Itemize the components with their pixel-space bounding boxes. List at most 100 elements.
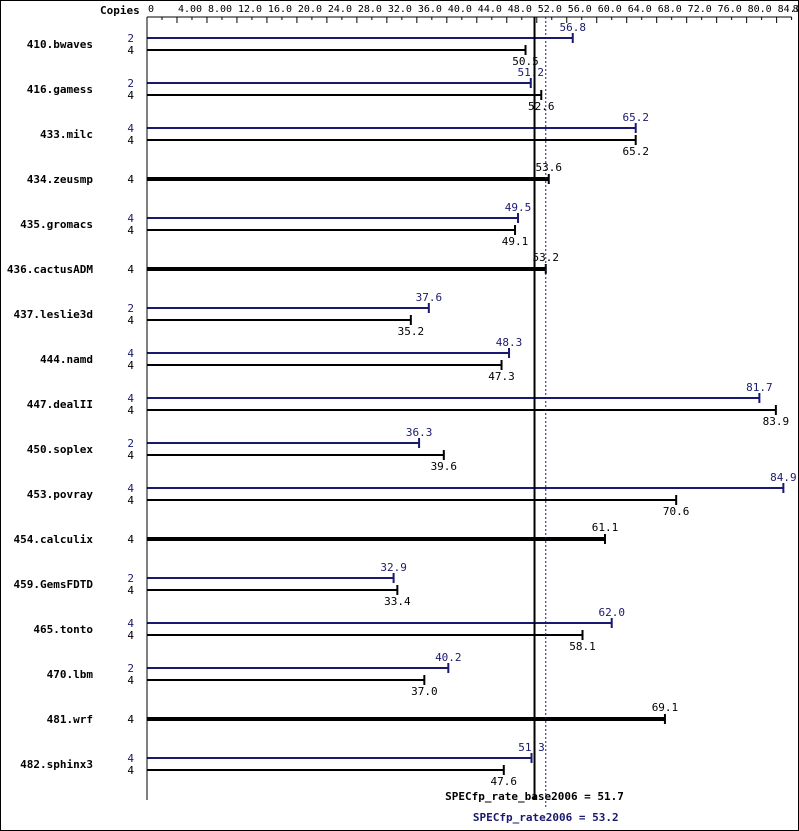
peak-copies: 2 xyxy=(127,77,134,90)
copies-header: Copies xyxy=(100,4,140,17)
x-tick-label: 16.0 xyxy=(268,4,292,15)
benchmark-name: 447.dealII xyxy=(27,398,93,411)
benchmark-name: 437.leslie3d xyxy=(14,308,93,321)
x-tick-label: 8.00 xyxy=(208,4,232,15)
base-copies: 4 xyxy=(127,224,134,237)
base-copies: 4 xyxy=(127,449,134,462)
benchmark-name: 434.zeusmp xyxy=(27,173,94,186)
base-value-label: 83.9 xyxy=(763,415,790,428)
benchmark-name: 416.gamess xyxy=(27,83,93,96)
base-value-label: 47.3 xyxy=(488,370,515,383)
x-tick-label: 68.0 xyxy=(658,4,682,15)
peak-copies: 4 xyxy=(127,392,134,405)
benchmark-name: 435.gromacs xyxy=(20,218,93,231)
base-value-label: 70.6 xyxy=(663,505,690,518)
x-tick-label: 80.0 xyxy=(748,4,772,15)
value-label: 61.1 xyxy=(592,521,619,534)
peak-value-label: 56.8 xyxy=(559,21,586,34)
base-copies: 4 xyxy=(127,359,134,372)
x-tick-label: 84.0 xyxy=(778,4,799,15)
peak-copies: 2 xyxy=(127,662,134,675)
peak-copies: 4 xyxy=(127,122,134,135)
peak-value-label: 81.7 xyxy=(746,381,773,394)
base-value-label: 50.5 xyxy=(512,55,539,68)
peak-value-label: 65.2 xyxy=(622,111,649,124)
benchmark-groups: 410.bwaves 2 56.8 4 50.5 416.gamess 2 51.2 4 52.6… xyxy=(7,21,797,788)
base-value-label: 33.4 xyxy=(384,595,411,608)
copies: 4 xyxy=(127,713,134,726)
value-label: 69.1 xyxy=(652,701,679,714)
base-value-label: 37.0 xyxy=(411,685,438,698)
base-copies: 4 xyxy=(127,89,134,102)
value-label: 53.6 xyxy=(536,161,563,174)
benchmark-name: 482.sphinx3 xyxy=(20,758,93,771)
base-copies: 4 xyxy=(127,764,134,777)
x-tick-label: 20.0 xyxy=(298,4,322,15)
x-tick-label: 12.0 xyxy=(238,4,262,15)
x-tick-label: 52.0 xyxy=(538,4,562,15)
x-tick-label: 32.0 xyxy=(388,4,412,15)
peak-value-label: 84.9 xyxy=(770,471,797,484)
base-value-label: 49.1 xyxy=(502,235,529,248)
peak-copies: 4 xyxy=(127,482,134,495)
peak-value-label: 49.5 xyxy=(505,201,532,214)
peak-value-label: 36.3 xyxy=(406,426,433,439)
benchmark-name: 470.lbm xyxy=(47,668,94,681)
x-tick-label: 86.0 xyxy=(793,4,799,15)
benchmark-name: 436.cactusADM xyxy=(7,263,93,276)
peak-copies: 4 xyxy=(127,752,134,765)
peak-copies: 2 xyxy=(127,32,134,45)
x-tick-label: 0 xyxy=(148,4,154,15)
benchmark-name: 454.calculix xyxy=(14,533,94,546)
peak-copies: 2 xyxy=(127,302,134,315)
benchmark-name: 410.bwaves xyxy=(27,38,93,51)
peak-value-label: 32.9 xyxy=(380,561,407,574)
copies: 4 xyxy=(127,533,134,546)
x-tick-label: 44.0 xyxy=(478,4,502,15)
reference-lines: SPECfp_rate_base2006 = 51.7 SPECfp_rate20… xyxy=(445,17,624,824)
benchmark-name: 465.tonto xyxy=(33,623,93,636)
base-copies: 4 xyxy=(127,404,134,417)
x-tick-label: 28.0 xyxy=(358,4,382,15)
base-value-label: 39.6 xyxy=(431,460,458,473)
peak-copies: 2 xyxy=(127,572,134,585)
x-tick-label: 4.00 xyxy=(178,4,202,15)
peak-value-label: 62.0 xyxy=(598,606,625,619)
x-tick-label: 24.0 xyxy=(328,4,352,15)
benchmark-name: 450.soplex xyxy=(27,443,94,456)
x-tick-label: 64.0 xyxy=(628,4,652,15)
base-summary-label: SPECfp_rate_base2006 = 51.7 xyxy=(445,790,624,803)
peak-copies: 4 xyxy=(127,617,134,630)
peak-value-label: 37.6 xyxy=(416,291,443,304)
x-tick-label: 76.0 xyxy=(718,4,742,15)
benchmark-name: 481.wrf xyxy=(47,713,93,726)
x-tick-label: 60.0 xyxy=(598,4,622,15)
x-tick-label: 40.0 xyxy=(448,4,472,15)
base-value-label: 58.1 xyxy=(569,640,596,653)
copies: 4 xyxy=(127,173,134,186)
base-value-label: 35.2 xyxy=(398,325,425,338)
peak-copies: 4 xyxy=(127,212,134,225)
x-axis: 0 4.00 8.00 12.0 16.0 20.0 24.0 28.0 32.0 36.0 40.… xyxy=(146,4,799,800)
base-copies: 4 xyxy=(127,629,134,642)
peak-copies: 2 xyxy=(127,437,134,450)
base-copies: 4 xyxy=(127,134,134,147)
benchmark-name: 459.GemsFDTD xyxy=(14,578,94,591)
base-value-label: 47.6 xyxy=(491,775,518,788)
base-copies: 4 xyxy=(127,584,134,597)
x-tick-label: 36.0 xyxy=(418,4,442,15)
benchmark-name: 433.milc xyxy=(40,128,93,141)
peak-copies: 4 xyxy=(127,347,134,360)
x-tick-label: 72.0 xyxy=(688,4,712,15)
base-copies: 4 xyxy=(127,314,134,327)
base-value-label: 65.2 xyxy=(622,145,649,158)
base-copies: 4 xyxy=(127,674,134,687)
x-tick-label: 48.0 xyxy=(508,4,532,15)
x-tick-label: 56.0 xyxy=(568,4,592,15)
peak-value-label: 51.3 xyxy=(518,741,545,754)
peak-summary-label: SPECfp_rate2006 = 53.2 xyxy=(473,811,619,824)
peak-value-label: 40.2 xyxy=(435,651,462,664)
benchmark-name: 444.namd xyxy=(40,353,93,366)
